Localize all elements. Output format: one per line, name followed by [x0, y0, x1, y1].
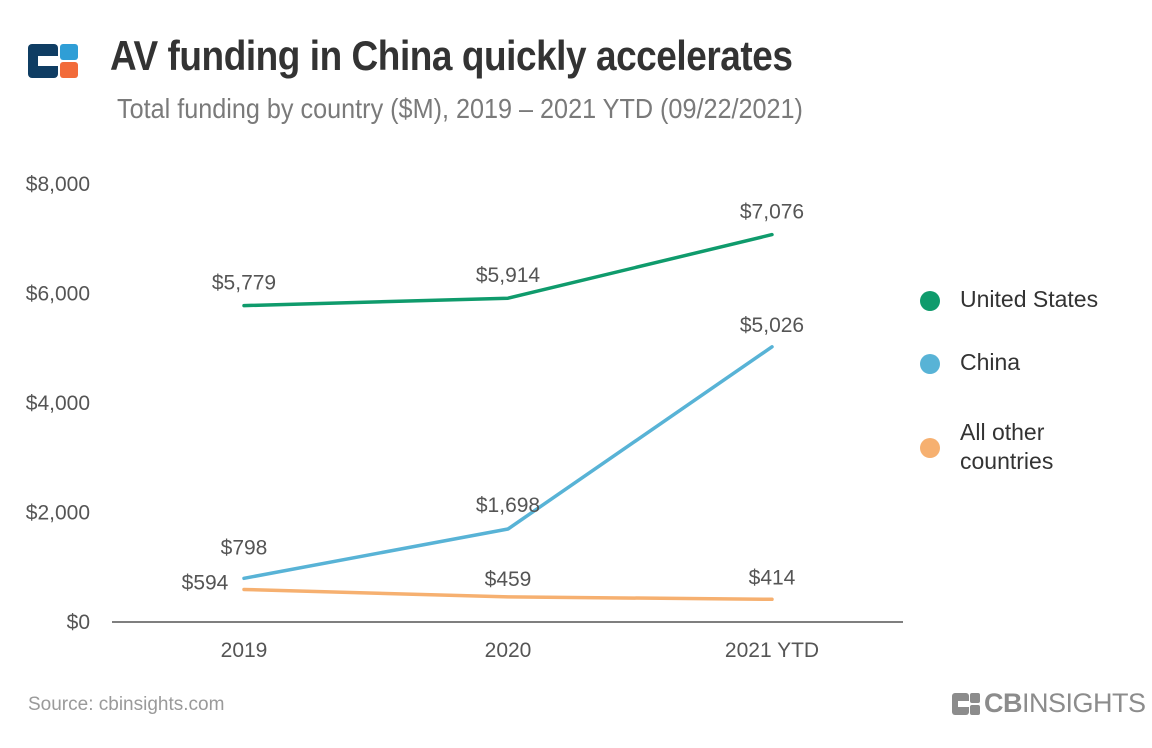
data-label-united-states: $5,914 [476, 264, 541, 287]
y-tick-label: $2,000 [26, 502, 90, 525]
brand-text: CBINSIGHTS [984, 688, 1146, 719]
data-label-china: $1,698 [476, 494, 540, 517]
data-label-china: $798 [221, 536, 268, 559]
legend-swatch-china [920, 354, 940, 374]
chart-title: AV funding in China quickly accelerates [110, 32, 793, 79]
x-tick-label: 2020 [485, 639, 532, 662]
data-label-china: $5,026 [740, 314, 804, 337]
cb-insights-logo [28, 44, 78, 78]
brand-text-light: INSIGHTS [1022, 688, 1146, 718]
x-tick-label: 2019 [221, 639, 268, 662]
series-line-all-other-countries [242, 587, 774, 602]
y-tick-label: $4,000 [26, 392, 90, 415]
legend-item-china: China [920, 348, 1110, 377]
y-tick-label: $0 [67, 611, 90, 634]
brand-text-bold: CB [984, 688, 1023, 718]
series-line-united-states [242, 232, 774, 308]
x-tick-label: 2021 YTD [725, 639, 819, 662]
y-tick-label: $8,000 [26, 173, 90, 196]
data-label-all-other-countries: $594 [182, 571, 229, 594]
series-line-china [242, 345, 774, 581]
legend-label-united-states: United States [960, 286, 1099, 312]
legend-label-all-other-countries: All other countries [960, 419, 1054, 474]
y-tick-label: $6,000 [26, 283, 90, 306]
legend-item-all-other-countries: All other countries [920, 418, 1110, 476]
data-label-united-states: $5,779 [212, 272, 276, 295]
brand-wordmark: CBINSIGHTS [952, 688, 1146, 719]
legend-swatch-all-other-countries [920, 438, 940, 458]
chart-subtitle: Total funding by country ($M), 2019 – 20… [117, 93, 803, 124]
source-note: Source: cbinsights.com [28, 694, 225, 715]
cb-insights-mark-icon [952, 692, 980, 715]
y-axis: $0 $2,000 $4,000 $6,000 $8,000 [26, 173, 90, 634]
x-axis: 2019 2020 2021 YTD [221, 639, 819, 662]
data-label-all-other-countries: $459 [485, 568, 532, 591]
legend-label-china: China [960, 349, 1021, 375]
legend-swatch-united-states [920, 291, 940, 311]
data-label-all-other-countries: $414 [749, 566, 796, 589]
data-label-united-states: $7,076 [740, 201, 804, 224]
legend-item-united-states: United States [920, 285, 1110, 314]
